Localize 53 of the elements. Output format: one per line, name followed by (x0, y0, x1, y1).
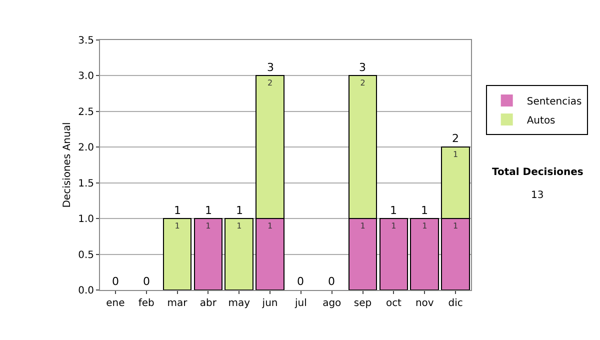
y-tick-label: 0.0 (78, 286, 94, 296)
data-label: 2 (360, 78, 366, 88)
bar (162, 218, 192, 290)
bar (410, 218, 440, 290)
x-tick-label: may (228, 298, 250, 309)
total-label: 1 (205, 204, 212, 217)
total-label: 1 (236, 204, 243, 217)
x-tick-label: jun (261, 298, 278, 309)
bar (194, 218, 223, 290)
total-label: 3 (267, 61, 274, 74)
legend-label: Sentencias (526, 96, 582, 108)
x-tick-label: ago (322, 298, 342, 309)
y-tick-label: 1.5 (78, 178, 94, 190)
x-tick-label: abr (200, 298, 218, 309)
total-label: 1 (390, 204, 397, 217)
data-label: 1 (452, 150, 458, 160)
legend-label: Autos (526, 115, 556, 126)
data-label: 1 (422, 222, 428, 231)
data-label: 1 (391, 222, 396, 231)
x-tick-label: jul (294, 298, 307, 309)
y-tick-label: 2.5 (78, 106, 94, 118)
data-label: 1 (267, 222, 273, 231)
y-tick-label: 3.5 (78, 36, 94, 46)
text: Total Decisiones (492, 167, 584, 178)
x-tick-label: ene (106, 298, 125, 309)
total-label: 1 (174, 204, 181, 217)
bar (379, 218, 408, 290)
total-label: 1 (421, 204, 428, 217)
data-label: 1 (236, 222, 242, 231)
text: 13 (531, 190, 544, 201)
data-label: 1 (360, 222, 366, 231)
y-tick-label: 0.5 (78, 250, 94, 261)
total-label: 0 (297, 275, 304, 288)
total-label: 2 (452, 132, 459, 145)
data-label: 2 (267, 78, 273, 88)
data-label: 1 (174, 222, 180, 231)
x-tick-label: feb (138, 298, 154, 309)
y-tick-label: 3.0 (78, 71, 94, 82)
x-tick-label: mar (167, 298, 188, 309)
x-tick-label: nov (415, 298, 434, 309)
total-label: 0 (112, 275, 119, 288)
bar (224, 218, 254, 290)
x-tick-label: oct (386, 298, 402, 309)
data-label: 1 (452, 222, 458, 231)
y-axis-title: Decisiones Anual (62, 122, 73, 208)
total-label: 3 (359, 61, 366, 74)
x-tick-label: sep (354, 298, 372, 309)
x-tick-label: dic (448, 298, 463, 309)
total-label: 0 (328, 275, 335, 288)
y-tick-label: 2.0 (78, 142, 94, 154)
y-tick-label: 1.0 (78, 214, 94, 226)
data-label: 1 (206, 222, 211, 231)
total-label: 0 (143, 275, 150, 288)
